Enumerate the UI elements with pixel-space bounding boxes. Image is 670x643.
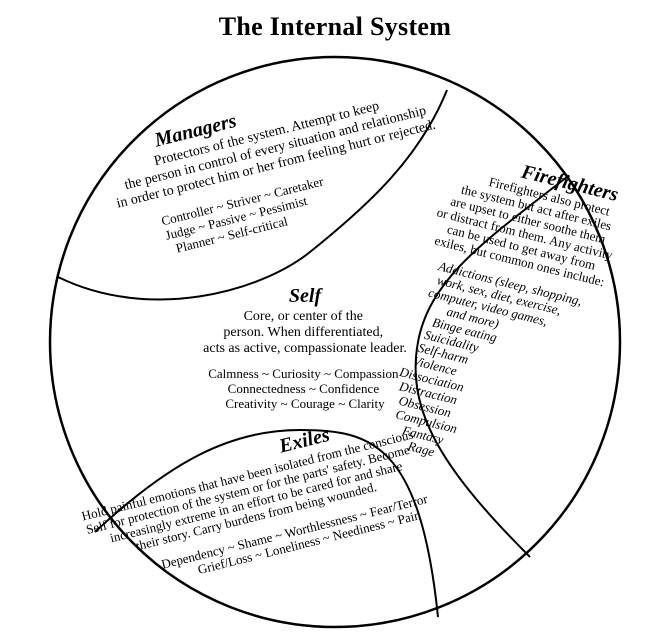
exiles-region: Exiles Hold painful emotions that have b… bbox=[74, 403, 437, 601]
internal-system-diagram: Managers Protectors of the system. Attem… bbox=[0, 42, 670, 637]
self-body: Core, or center of the person. When diff… bbox=[203, 309, 407, 356]
diagram-title: The Internal System bbox=[0, 0, 670, 42]
self-region: Self Core, or center of the person. When… bbox=[203, 285, 407, 411]
self-qualities: Calmness ~ Curiosity ~ Compassion Connec… bbox=[208, 366, 402, 411]
managers-region: Managers Protectors of the system. Attem… bbox=[102, 63, 451, 267]
self-heading: Self bbox=[289, 285, 324, 307]
